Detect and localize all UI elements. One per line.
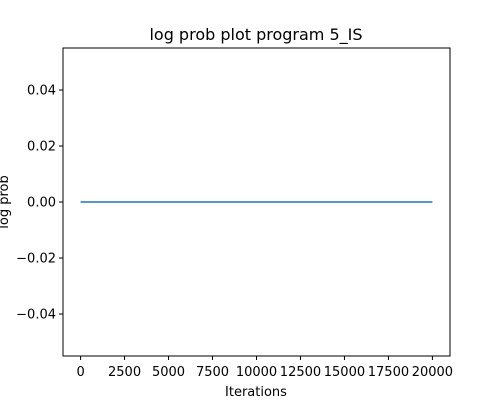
y-tick-label: 0.00 [27, 196, 56, 211]
y-tick-label: 0.04 [27, 84, 56, 99]
y-tick-label: −0.04 [16, 308, 56, 323]
x-tick-label: 17500 [368, 365, 409, 380]
x-tick-label: 10000 [236, 365, 277, 380]
y-axis-ticks: −0.04 −0.02 0.00 0.02 0.04 [16, 84, 63, 323]
x-tick-label: 5000 [152, 365, 185, 380]
y-axis-title: log prob [0, 175, 12, 228]
y-tick-label: 0.02 [27, 140, 56, 155]
x-axis-title: Iterations [225, 385, 287, 400]
x-tick-label: 20000 [412, 365, 453, 380]
x-tick-label: 7500 [196, 365, 229, 380]
x-axis-ticks: 0 2500 5000 7500 10000 12500 15000 17500 20000 [76, 356, 453, 380]
x-tick-label: 0 [76, 365, 84, 380]
x-tick-label: 2500 [108, 365, 141, 380]
y-tick-label: −0.02 [16, 252, 56, 267]
x-tick-label: 12500 [280, 365, 321, 380]
chart-title: log prob plot program 5_IS [149, 25, 362, 45]
x-tick-label: 15000 [324, 365, 365, 380]
